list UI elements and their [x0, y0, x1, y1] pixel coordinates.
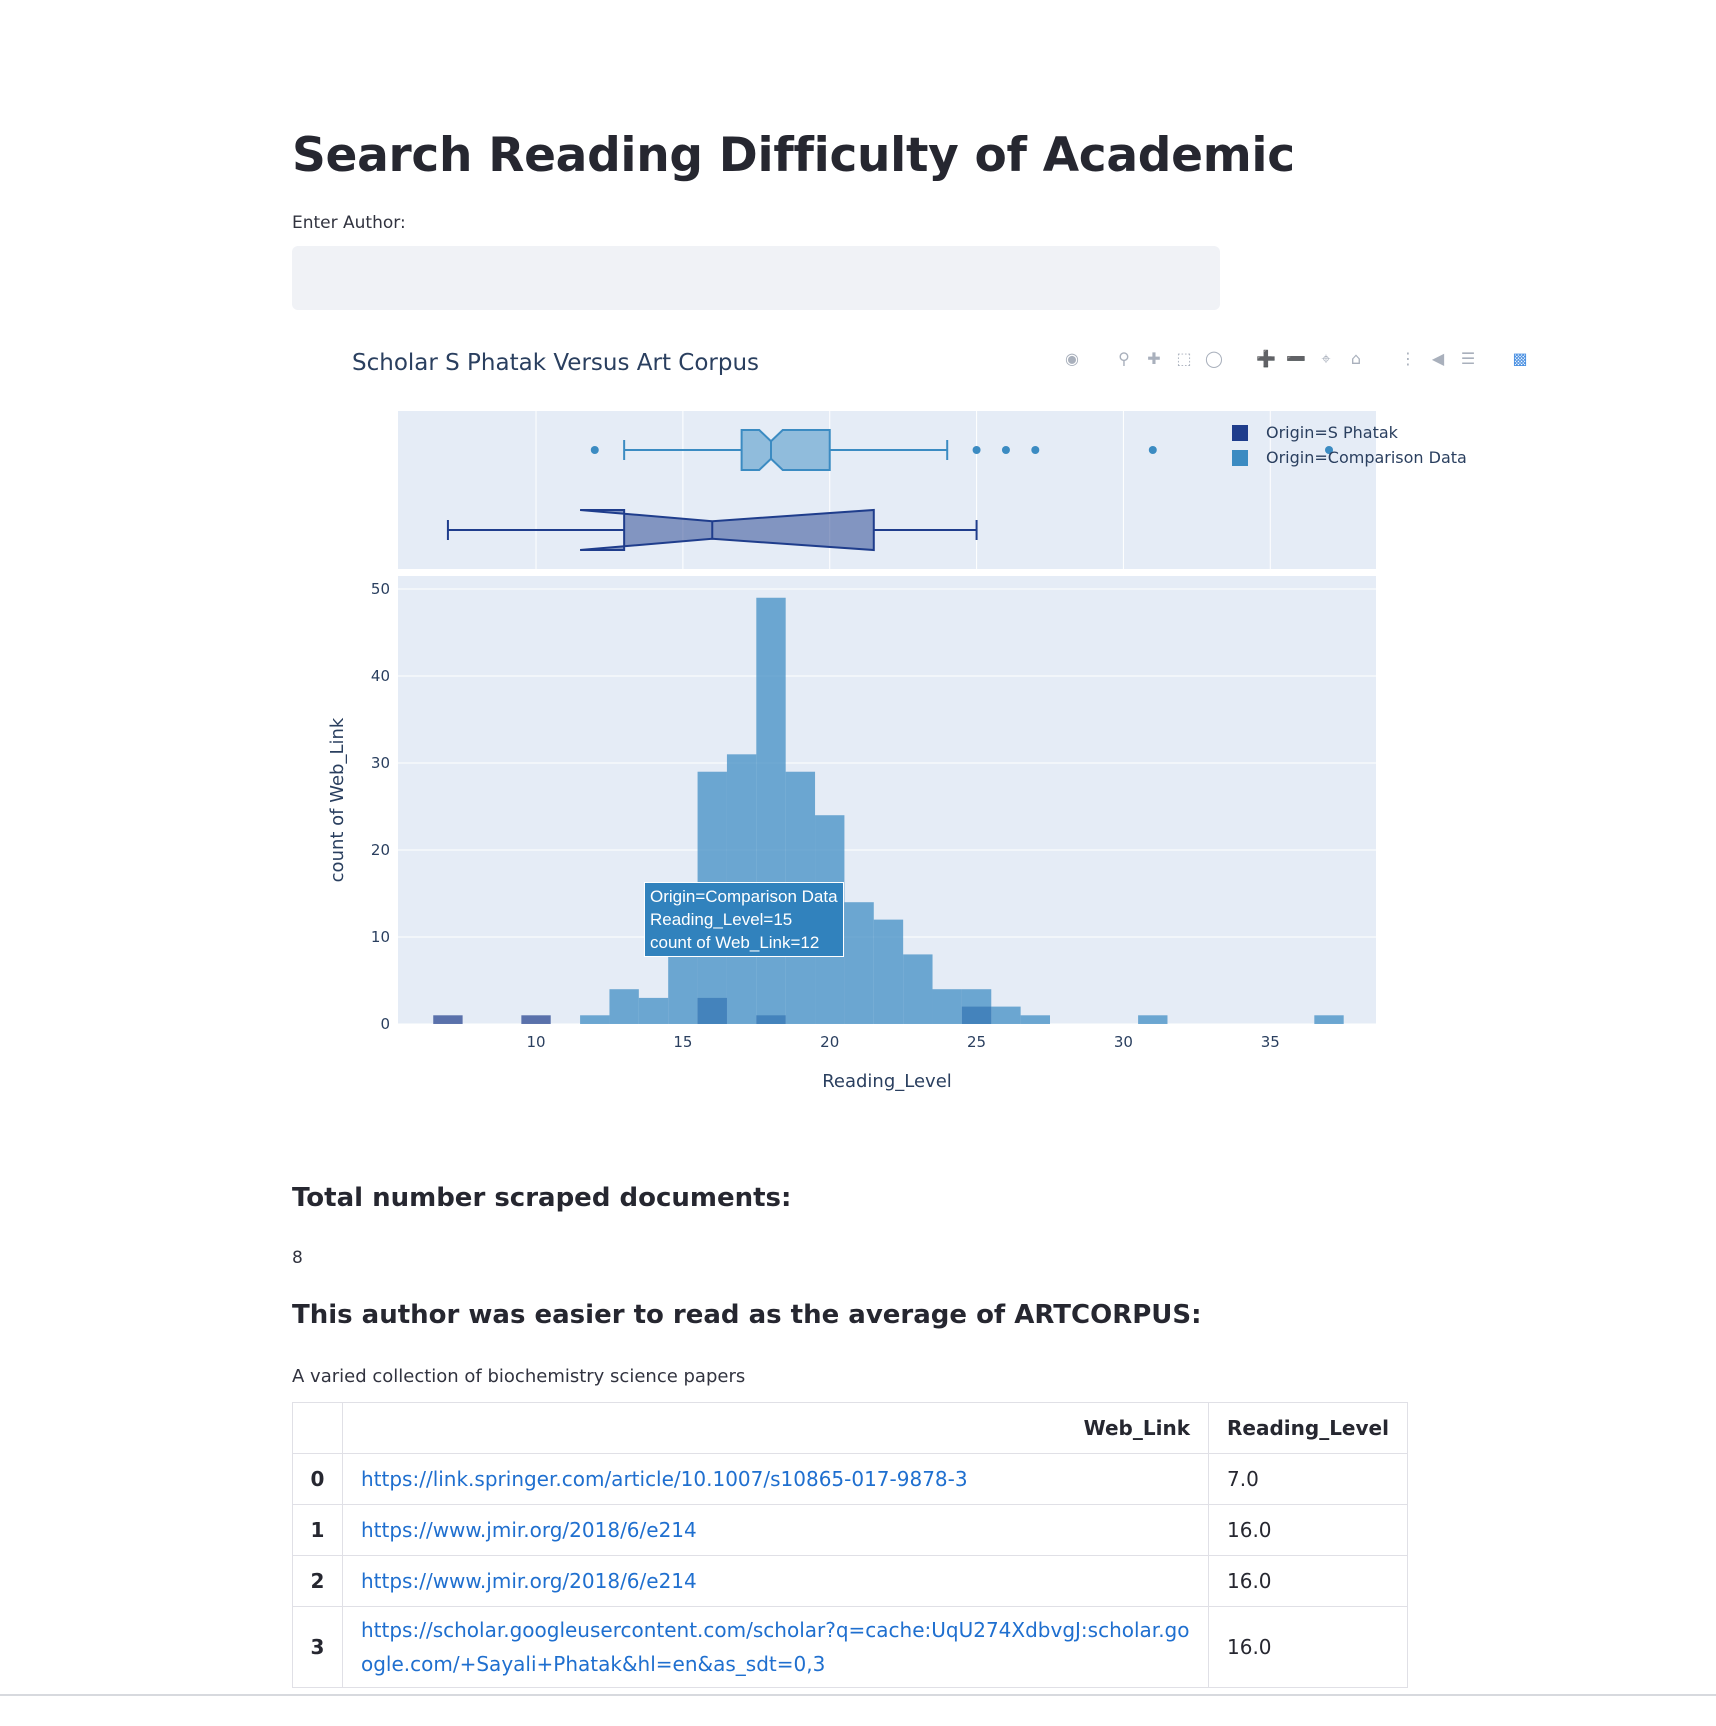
legend-swatch [1232, 424, 1248, 441]
comparison-boxplot-outlier [1001, 446, 1010, 454]
lasso-icon[interactable]: ◯ [1205, 349, 1223, 368]
zoom-icon[interactable]: ⚲ [1118, 349, 1130, 368]
legend: Origin=S Phatak Origin=Comparison Data [1232, 420, 1467, 470]
reading-level-value: 16.0 [1208, 1504, 1408, 1556]
plot-title: Scholar S Phatak Versus Art Corpus [352, 350, 760, 376]
x-tick-label: 10 [526, 1033, 545, 1051]
comparison-bar [873, 919, 904, 1024]
reading-level-column-header[interactable]: Reading_Level [1208, 1402, 1408, 1454]
reset-axes-icon[interactable]: ⌂ [1350, 349, 1362, 368]
comparison-bar [1314, 1015, 1344, 1024]
plotly-logo-icon[interactable]: ▩ [1512, 349, 1528, 368]
y-tick-label: 50 [371, 580, 390, 598]
web-link[interactable]: https://scholar.googleusercontent.com/sc… [342, 1606, 1209, 1688]
hover-compare-icon[interactable]: ☰ [1460, 349, 1476, 368]
page-title: Search Reading Difficulty of Academic [292, 128, 1295, 183]
y-tick-label: 20 [371, 841, 390, 859]
comparison-bar [903, 954, 933, 1024]
legend-label: Origin=Comparison Data [1266, 448, 1467, 467]
total-documents-heading: Total number scraped documents: [292, 1183, 792, 1213]
x-tick-label: 15 [673, 1033, 692, 1051]
phatak-boxplot-box [580, 508, 875, 552]
phatak-bar [521, 1015, 551, 1024]
legend-item-comparison-data[interactable]: Origin=Comparison Data [1232, 445, 1467, 470]
author-input[interactable] [292, 246, 1220, 310]
chart-svg[interactable]: 10 15 20 25 30 35 0 10 20 30 40 50 Reading_Level coun… [292, 330, 1522, 1130]
table-header-row: Web_Link Reading_Level [292, 1402, 1408, 1454]
comparison-boxplot-outlier [1148, 446, 1157, 454]
hover-tooltip: Origin=Comparison Data Reading_Level=15 … [644, 882, 844, 957]
comparison-bar [580, 1015, 610, 1024]
web-link-column-header[interactable]: Web_Link [342, 1402, 1209, 1454]
comparison-bar [844, 902, 874, 1024]
comparison-heading: This author was easier to read as the av… [292, 1300, 1202, 1330]
zoom-out-icon[interactable]: ➖ [1286, 349, 1306, 368]
comparison-bar [756, 597, 786, 1024]
modebar: ◉ ⚲ ✚ ⬚ ◯ ➕ ➖ ⌖ ⌂ ⋮ ◀ ☰ ▩ [1062, 344, 1530, 374]
web-link[interactable]: https://link.springer.com/article/10.100… [342, 1453, 1209, 1505]
phatak-bar [433, 1015, 463, 1024]
corpus-description: A varied collection of biochemistry scie… [292, 1366, 746, 1387]
autoscale-icon[interactable]: ⌖ [1321, 349, 1331, 368]
x-tick-label: 20 [820, 1033, 839, 1051]
comparison-boxplot-outlier [1325, 446, 1334, 454]
table-row: 1 https://www.jmir.org/2018/6/e214 16.0 [292, 1504, 1408, 1556]
reading-level-value: 16.0 [1208, 1555, 1408, 1607]
reading-level-value: 16.0 [1208, 1606, 1408, 1688]
row-index: 0 [292, 1453, 343, 1505]
row-index: 1 [292, 1504, 343, 1556]
hover-closest-icon[interactable]: ◀ [1431, 349, 1445, 368]
comparison-bar [1020, 1015, 1050, 1024]
row-index: 3 [292, 1606, 343, 1688]
legend-label: Origin=S Phatak [1266, 423, 1398, 442]
x-tick-label: 35 [1261, 1033, 1280, 1051]
comparison-bar [991, 1006, 1021, 1024]
table-row: 0 https://link.springer.com/article/10.1… [292, 1453, 1408, 1505]
comparison-boxplot-outlier [972, 446, 981, 454]
y-tick-label: 10 [371, 928, 390, 946]
results-table: Web_Link Reading_Level 0 https://link.sp… [292, 1402, 1408, 1688]
comparison-bar [638, 997, 669, 1024]
x-tick-label: 30 [1114, 1033, 1133, 1051]
zoom-in-icon[interactable]: ➕ [1256, 349, 1276, 368]
row-index: 2 [292, 1555, 343, 1607]
comparison-boxplot-box [740, 429, 831, 471]
comparison-bar [961, 989, 992, 1024]
legend-swatch [1232, 449, 1248, 466]
web-link[interactable]: https://www.jmir.org/2018/6/e214 [342, 1504, 1209, 1556]
comparison-bar [609, 989, 639, 1024]
pan-icon[interactable]: ✚ [1147, 349, 1161, 368]
comparison-bar [1138, 1015, 1168, 1024]
x-axis-title: Reading_Level [822, 1071, 952, 1092]
histogram-plot[interactable]: 10 15 20 25 30 35 0 10 20 30 40 50 Reading_Level coun… [292, 330, 1528, 1130]
y-tick-label: 0 [380, 1015, 390, 1033]
total-documents-value: 8 [292, 1248, 303, 1268]
comparison-boxplot-outlier [590, 446, 599, 454]
table-row: 3 https://scholar.googleusercontent.com/… [292, 1606, 1408, 1688]
comparison-bar [932, 989, 962, 1024]
hover-line-reading-level: Reading_Level=15 [650, 910, 793, 929]
camera-icon[interactable]: ◉ [1065, 349, 1079, 368]
viewport-divider [0, 1694, 1716, 1696]
y-tick-label: 40 [371, 667, 390, 685]
web-link[interactable]: https://www.jmir.org/2018/6/e214 [342, 1555, 1209, 1607]
hover-line-count: count of Web_Link=12 [650, 933, 820, 952]
index-column-header [292, 1402, 343, 1454]
y-axis-title: count of Web_Link [327, 717, 348, 882]
x-tick-label: 25 [967, 1033, 986, 1051]
reading-level-value: 7.0 [1208, 1453, 1408, 1505]
legend-item-s-phatak[interactable]: Origin=S Phatak [1232, 420, 1467, 445]
box-select-icon[interactable]: ⬚ [1176, 349, 1192, 368]
author-input-label: Enter Author: [292, 213, 406, 233]
comparison-boxplot-outlier [1031, 446, 1040, 454]
hover-line-origin: Origin=Comparison Data [650, 887, 838, 906]
table-row: 2 https://www.jmir.org/2018/6/e214 16.0 [292, 1555, 1408, 1607]
y-tick-label: 30 [371, 754, 390, 772]
box-plot-area [398, 411, 1376, 569]
spike-lines-icon[interactable]: ⋮ [1400, 349, 1416, 368]
